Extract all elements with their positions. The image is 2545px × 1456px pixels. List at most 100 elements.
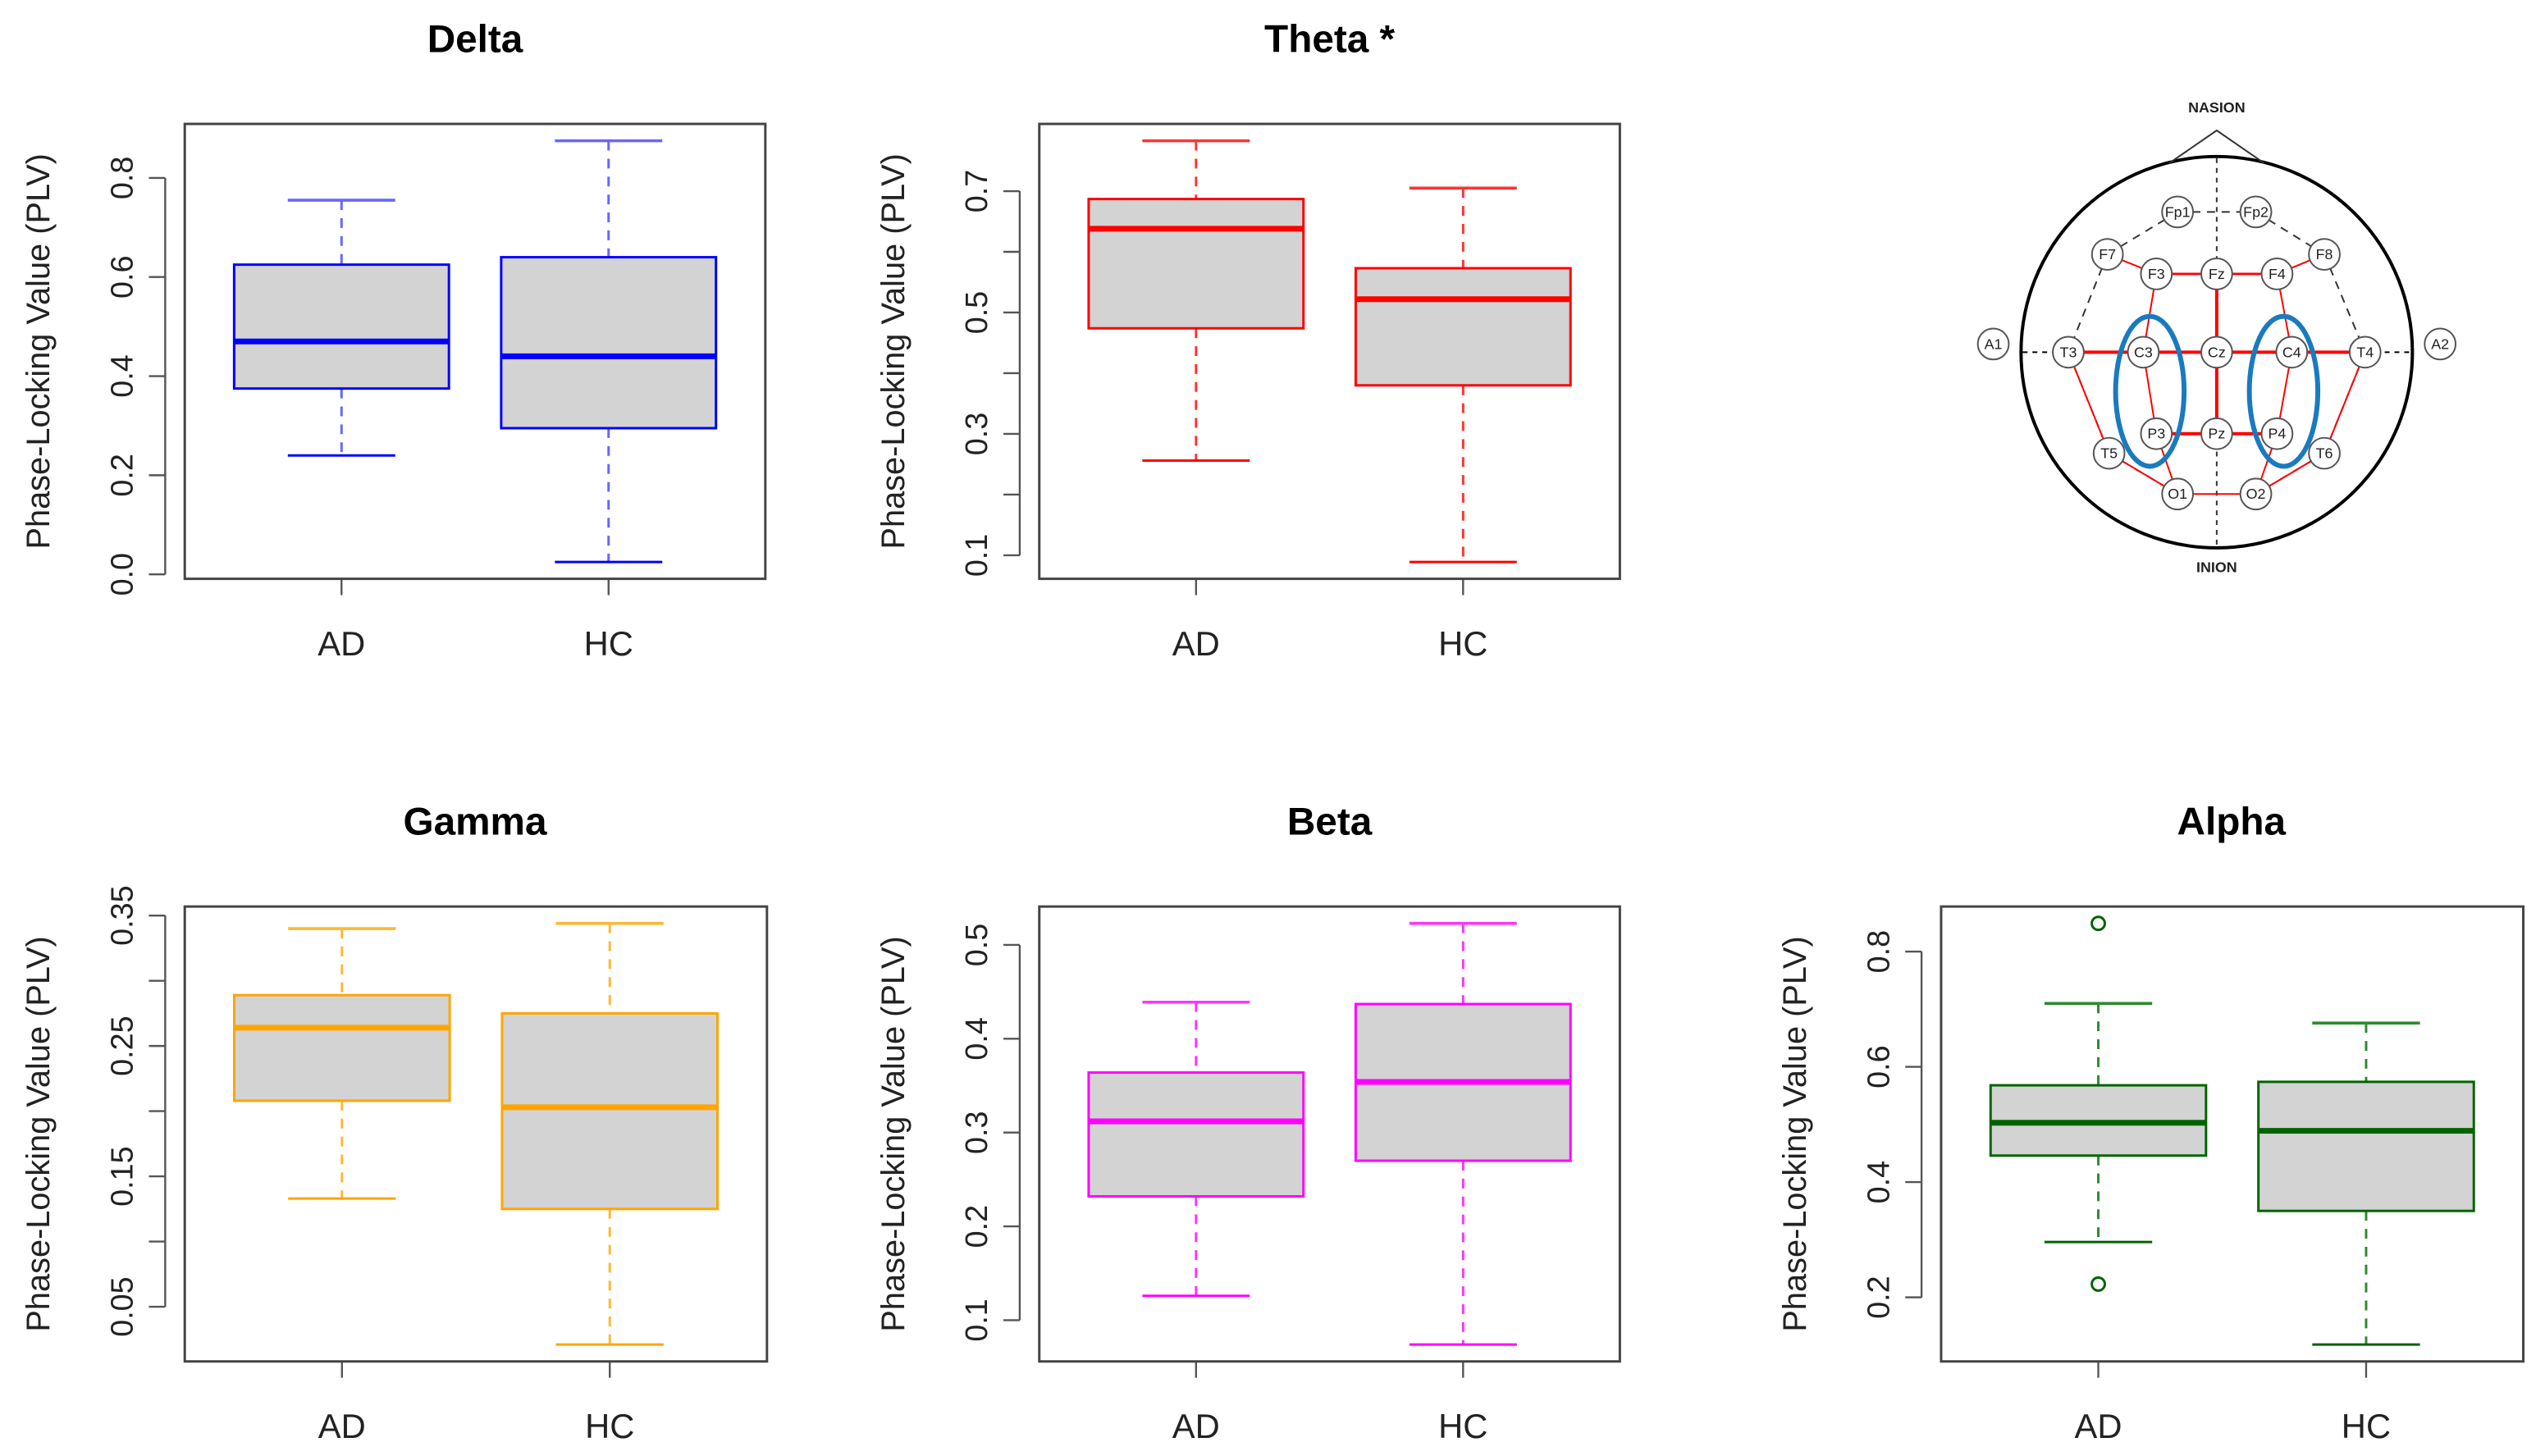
boxplot-alpha: Alpha Phase-Locking Value (PLV) AD HC 0.2 0.4… bbox=[1777, 801, 2525, 1445]
electrode-label: A2 bbox=[2431, 335, 2449, 352]
electrode-marker bbox=[2127, 335, 2160, 369]
iqr-box bbox=[1354, 267, 1572, 387]
chart-title: Gamma bbox=[404, 801, 547, 844]
electrode-marker bbox=[2200, 417, 2233, 450]
electrode-marker bbox=[2275, 335, 2309, 369]
y-tick-label: 0.5 bbox=[960, 924, 994, 966]
electrode-label: P3 bbox=[2147, 426, 2165, 442]
box-ad bbox=[1087, 139, 1305, 463]
y-axis-label: Phase-Locking Value (PLV) bbox=[21, 936, 57, 1331]
electrode-marker bbox=[2239, 477, 2273, 511]
inion-label: INION bbox=[2196, 559, 2237, 576]
electrode-cz: Cz bbox=[2200, 335, 2233, 369]
nasion-label: NASION bbox=[2188, 99, 2246, 116]
y-tick-label: 0.8 bbox=[1862, 930, 1896, 973]
electrode-marker bbox=[2308, 238, 2341, 271]
x-tick-label: AD bbox=[318, 624, 365, 663]
box-ad bbox=[232, 199, 450, 457]
electrode-label: C3 bbox=[2134, 344, 2153, 360]
electrode-label: A1 bbox=[1985, 335, 2003, 352]
box-hc bbox=[1354, 186, 1572, 564]
electrode-t5: T5 bbox=[2092, 436, 2126, 470]
electrode-marker bbox=[2200, 258, 2233, 290]
electrode-label: Cz bbox=[2208, 344, 2226, 360]
y-tick-label: 0.6 bbox=[1862, 1045, 1896, 1088]
y-tick-label: 0.3 bbox=[960, 413, 994, 455]
electrode-label: O1 bbox=[2168, 486, 2187, 502]
y-tick-label: 0.5 bbox=[960, 291, 994, 334]
y-tick-label: 0.25 bbox=[106, 1016, 140, 1075]
y-tick-label: 0.0 bbox=[106, 553, 140, 596]
x-tick-label: AD bbox=[318, 1407, 366, 1445]
iqr-box bbox=[500, 256, 718, 430]
electrode-label: Pz bbox=[2208, 426, 2225, 442]
electrode-label: F4 bbox=[2269, 266, 2286, 282]
electrode-label: Fz bbox=[2209, 266, 2225, 282]
electrode-marker bbox=[2239, 195, 2273, 229]
electrode-label: F8 bbox=[2316, 246, 2333, 262]
x-tick-label: AD bbox=[1172, 1407, 1220, 1445]
y-tick-label: 0.1 bbox=[960, 1299, 994, 1341]
electrode-marker bbox=[2260, 417, 2294, 450]
electrode-marker bbox=[2092, 436, 2126, 470]
electrode-t4: T4 bbox=[2348, 335, 2382, 369]
y-tick-label: 0.35 bbox=[106, 885, 140, 945]
y-tick-label: 0.2 bbox=[1862, 1276, 1896, 1318]
y-tick-label: 0.4 bbox=[106, 354, 140, 397]
y-tick-label: 0.2 bbox=[960, 1205, 994, 1248]
electrode-marker bbox=[2161, 477, 2195, 511]
electrode-c3: C3 bbox=[2127, 335, 2160, 369]
box-ad bbox=[233, 927, 451, 1200]
connection-t3-t5 bbox=[2068, 351, 2110, 454]
box-hc bbox=[2257, 1021, 2475, 1346]
electrode-marker bbox=[2308, 436, 2341, 470]
y-axis-label: Phase-Locking Value (PLV) bbox=[875, 153, 912, 549]
x-tick-label: HC bbox=[1438, 1407, 1487, 1445]
boxplot-gamma: Gamma Phase-Locking Value (PLV) AD HC 0.05 0.… bbox=[21, 801, 769, 1445]
electrode-label: F7 bbox=[2099, 246, 2116, 262]
connection-t4-t6 bbox=[2323, 351, 2366, 454]
chart-title: Delta bbox=[427, 18, 523, 62]
x-tick-label: HC bbox=[1438, 624, 1487, 663]
electrode-marker bbox=[2200, 335, 2233, 369]
electrode-o2: O2 bbox=[2239, 477, 2273, 511]
highlight-left-c3-p3 bbox=[2113, 313, 2187, 469]
head-outline bbox=[2019, 154, 2415, 550]
outlier-point bbox=[2090, 1276, 2106, 1292]
boxplot-theta: Theta * Phase-Locking Value (PLV) AD HC 0.1 0… bbox=[875, 18, 1621, 663]
chart-title: Theta * bbox=[1264, 18, 1395, 62]
electrode-f8: F8 bbox=[2308, 238, 2341, 271]
electrode-label: T4 bbox=[2356, 344, 2374, 360]
electrode-marker bbox=[2260, 258, 2294, 290]
y-tick-label: 0.4 bbox=[1862, 1161, 1896, 1203]
y-tick-label: 0.4 bbox=[960, 1017, 994, 1060]
x-tick-label: HC bbox=[584, 624, 633, 663]
y-axis-label: Phase-Locking Value (PLV) bbox=[875, 936, 912, 1331]
y-tick-label: 0.15 bbox=[106, 1146, 140, 1206]
chart-title: Beta bbox=[1287, 801, 1373, 844]
iqr-box bbox=[1087, 198, 1305, 330]
electrode-c4: C4 bbox=[2275, 335, 2309, 369]
electrode-a1: A1 bbox=[1976, 327, 2010, 361]
highlight-right-c4-p4 bbox=[2246, 313, 2321, 469]
y-tick-label: 0.3 bbox=[960, 1111, 994, 1153]
nose-marker bbox=[2168, 129, 2265, 164]
iqr-box bbox=[1087, 1071, 1305, 1198]
electrode-label: C4 bbox=[2282, 344, 2301, 360]
y-tick-label: 0.6 bbox=[106, 255, 140, 298]
electrode-fz: Fz bbox=[2200, 258, 2233, 290]
electrode-t6: T6 bbox=[2308, 436, 2341, 470]
box-ad bbox=[1087, 1000, 1305, 1298]
electrode-fp1: Fp1 bbox=[2161, 195, 2195, 229]
boxplot-beta: Beta Phase-Locking Value (PLV) AD HC 0.1 0.2 0… bbox=[875, 801, 1621, 1445]
electrode-marker bbox=[2348, 335, 2382, 369]
electrode-marker bbox=[2090, 238, 2124, 271]
x-tick-label: AD bbox=[1172, 624, 1220, 663]
electrode-p3: P3 bbox=[2140, 417, 2173, 450]
y-axis-label: Phase-Locking Value (PLV) bbox=[1777, 936, 1813, 1331]
scalp-contour bbox=[2323, 253, 2366, 353]
eeg-electrode-diagram: NASION INION Fp1 Fp2 F7 F3 Fz F4 F8 A1 T3 C3 Cz C4 T… bbox=[1976, 99, 2457, 576]
electrode-label: T5 bbox=[2100, 445, 2118, 462]
x-tick-label: HC bbox=[2342, 1407, 2391, 1445]
iqr-box bbox=[232, 263, 450, 390]
